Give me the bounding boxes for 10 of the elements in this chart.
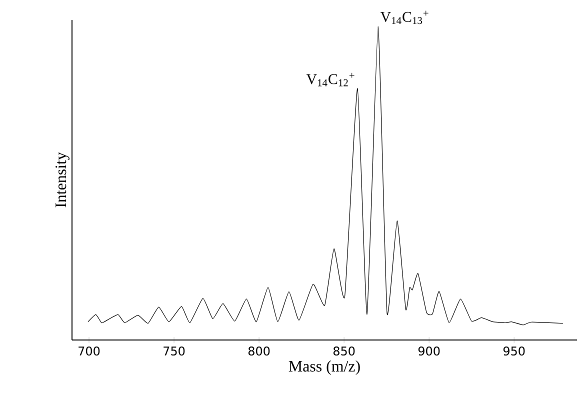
x-axis-title: Mass (m/z): [288, 360, 360, 375]
x-tick-label: 750: [164, 346, 185, 356]
annotation: V$_{14}$C$_{13}$+: [380, 10, 428, 24]
y-axis-title: Intensity: [55, 152, 70, 208]
x-tick-label: 850: [333, 346, 355, 356]
x-tick-label: 800: [248, 346, 270, 356]
x-tick-label: 700: [78, 346, 100, 356]
x-tick-label: 900: [418, 346, 440, 356]
annotation: V$_{14}$C$_{12}$+: [306, 72, 354, 86]
x-tick-label: 950: [503, 346, 525, 356]
